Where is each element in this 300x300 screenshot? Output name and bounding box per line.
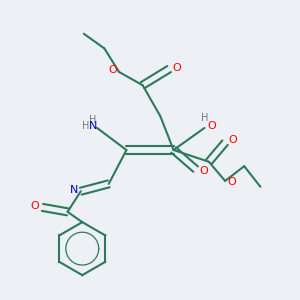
Text: O: O — [227, 177, 236, 187]
Text: O: O — [30, 201, 39, 211]
Text: O: O — [229, 135, 237, 145]
Text: H: H — [89, 115, 96, 125]
Text: N: N — [88, 121, 97, 130]
Text: H: H — [201, 112, 208, 123]
Text: N: N — [70, 185, 79, 195]
Text: O: O — [199, 166, 208, 176]
Text: O: O — [208, 122, 216, 131]
Text: H: H — [82, 121, 89, 130]
Text: O: O — [108, 65, 117, 76]
Text: O: O — [172, 63, 181, 73]
